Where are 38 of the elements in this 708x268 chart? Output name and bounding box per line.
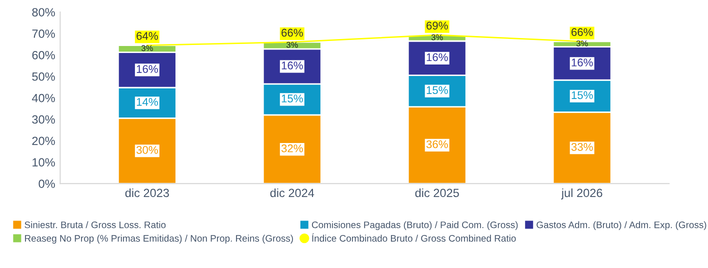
y-tick-label: 30% <box>32 115 55 124</box>
data-label: 66% <box>572 28 593 36</box>
y-tick-label: 70% <box>32 30 55 38</box>
data-label: 30% <box>136 146 158 154</box>
data-label: 14% <box>136 98 158 106</box>
y-tick-label: 80% <box>32 8 55 16</box>
y-tick-label: 50% <box>32 72 55 81</box>
legend-label: Comisiones Pagadas (Bruto) / Paid Com. (Gross) <box>312 221 518 230</box>
data-label: 33% <box>571 142 593 151</box>
legend-label: Gastos Adm. (Bruto) / Adm. Exp. (Gross) <box>536 221 706 230</box>
x-tick-label: dic 2023 <box>125 188 169 198</box>
data-label: 66% <box>282 28 303 37</box>
data-label: 16% <box>572 58 593 66</box>
legend-label: Índice Combinado Bruto / Gross Combined Ratio <box>312 233 516 242</box>
data-label: 32% <box>281 144 303 152</box>
x-tick-label: dic 2025 <box>415 188 459 198</box>
legend-label: Siniestr. Bruta / Gross Loss. Ratio <box>24 221 166 228</box>
y-tick-label: 10% <box>32 158 55 167</box>
legend-label: Reaseg No Prop (% Primas Emitidas) / Non Prop. Reins (Gross) <box>25 234 293 244</box>
data-label: 15% <box>426 86 448 94</box>
y-tick-label: 60% <box>32 50 55 60</box>
x-tick-label: jul 2026 <box>561 188 602 200</box>
data-label: 69% <box>426 22 448 30</box>
x-tick-label: dic 2024 <box>270 188 314 198</box>
data-label: 3% <box>286 42 298 48</box>
data-label: 16% <box>136 65 158 73</box>
y-tick-label: 0% <box>38 180 55 188</box>
data-label: 36% <box>426 140 448 148</box>
data-label: 3% <box>141 45 153 52</box>
y-tick-label: 20% <box>32 136 55 146</box>
data-label: 3% <box>576 40 588 46</box>
data-label: 16% <box>426 53 448 62</box>
data-label: 3% <box>431 34 443 40</box>
data-label: 64% <box>136 32 158 40</box>
data-label: 15% <box>282 94 303 102</box>
y-tick-label: 40% <box>32 94 55 102</box>
data-label: 16% <box>282 62 303 70</box>
data-label: 15% <box>572 91 593 100</box>
